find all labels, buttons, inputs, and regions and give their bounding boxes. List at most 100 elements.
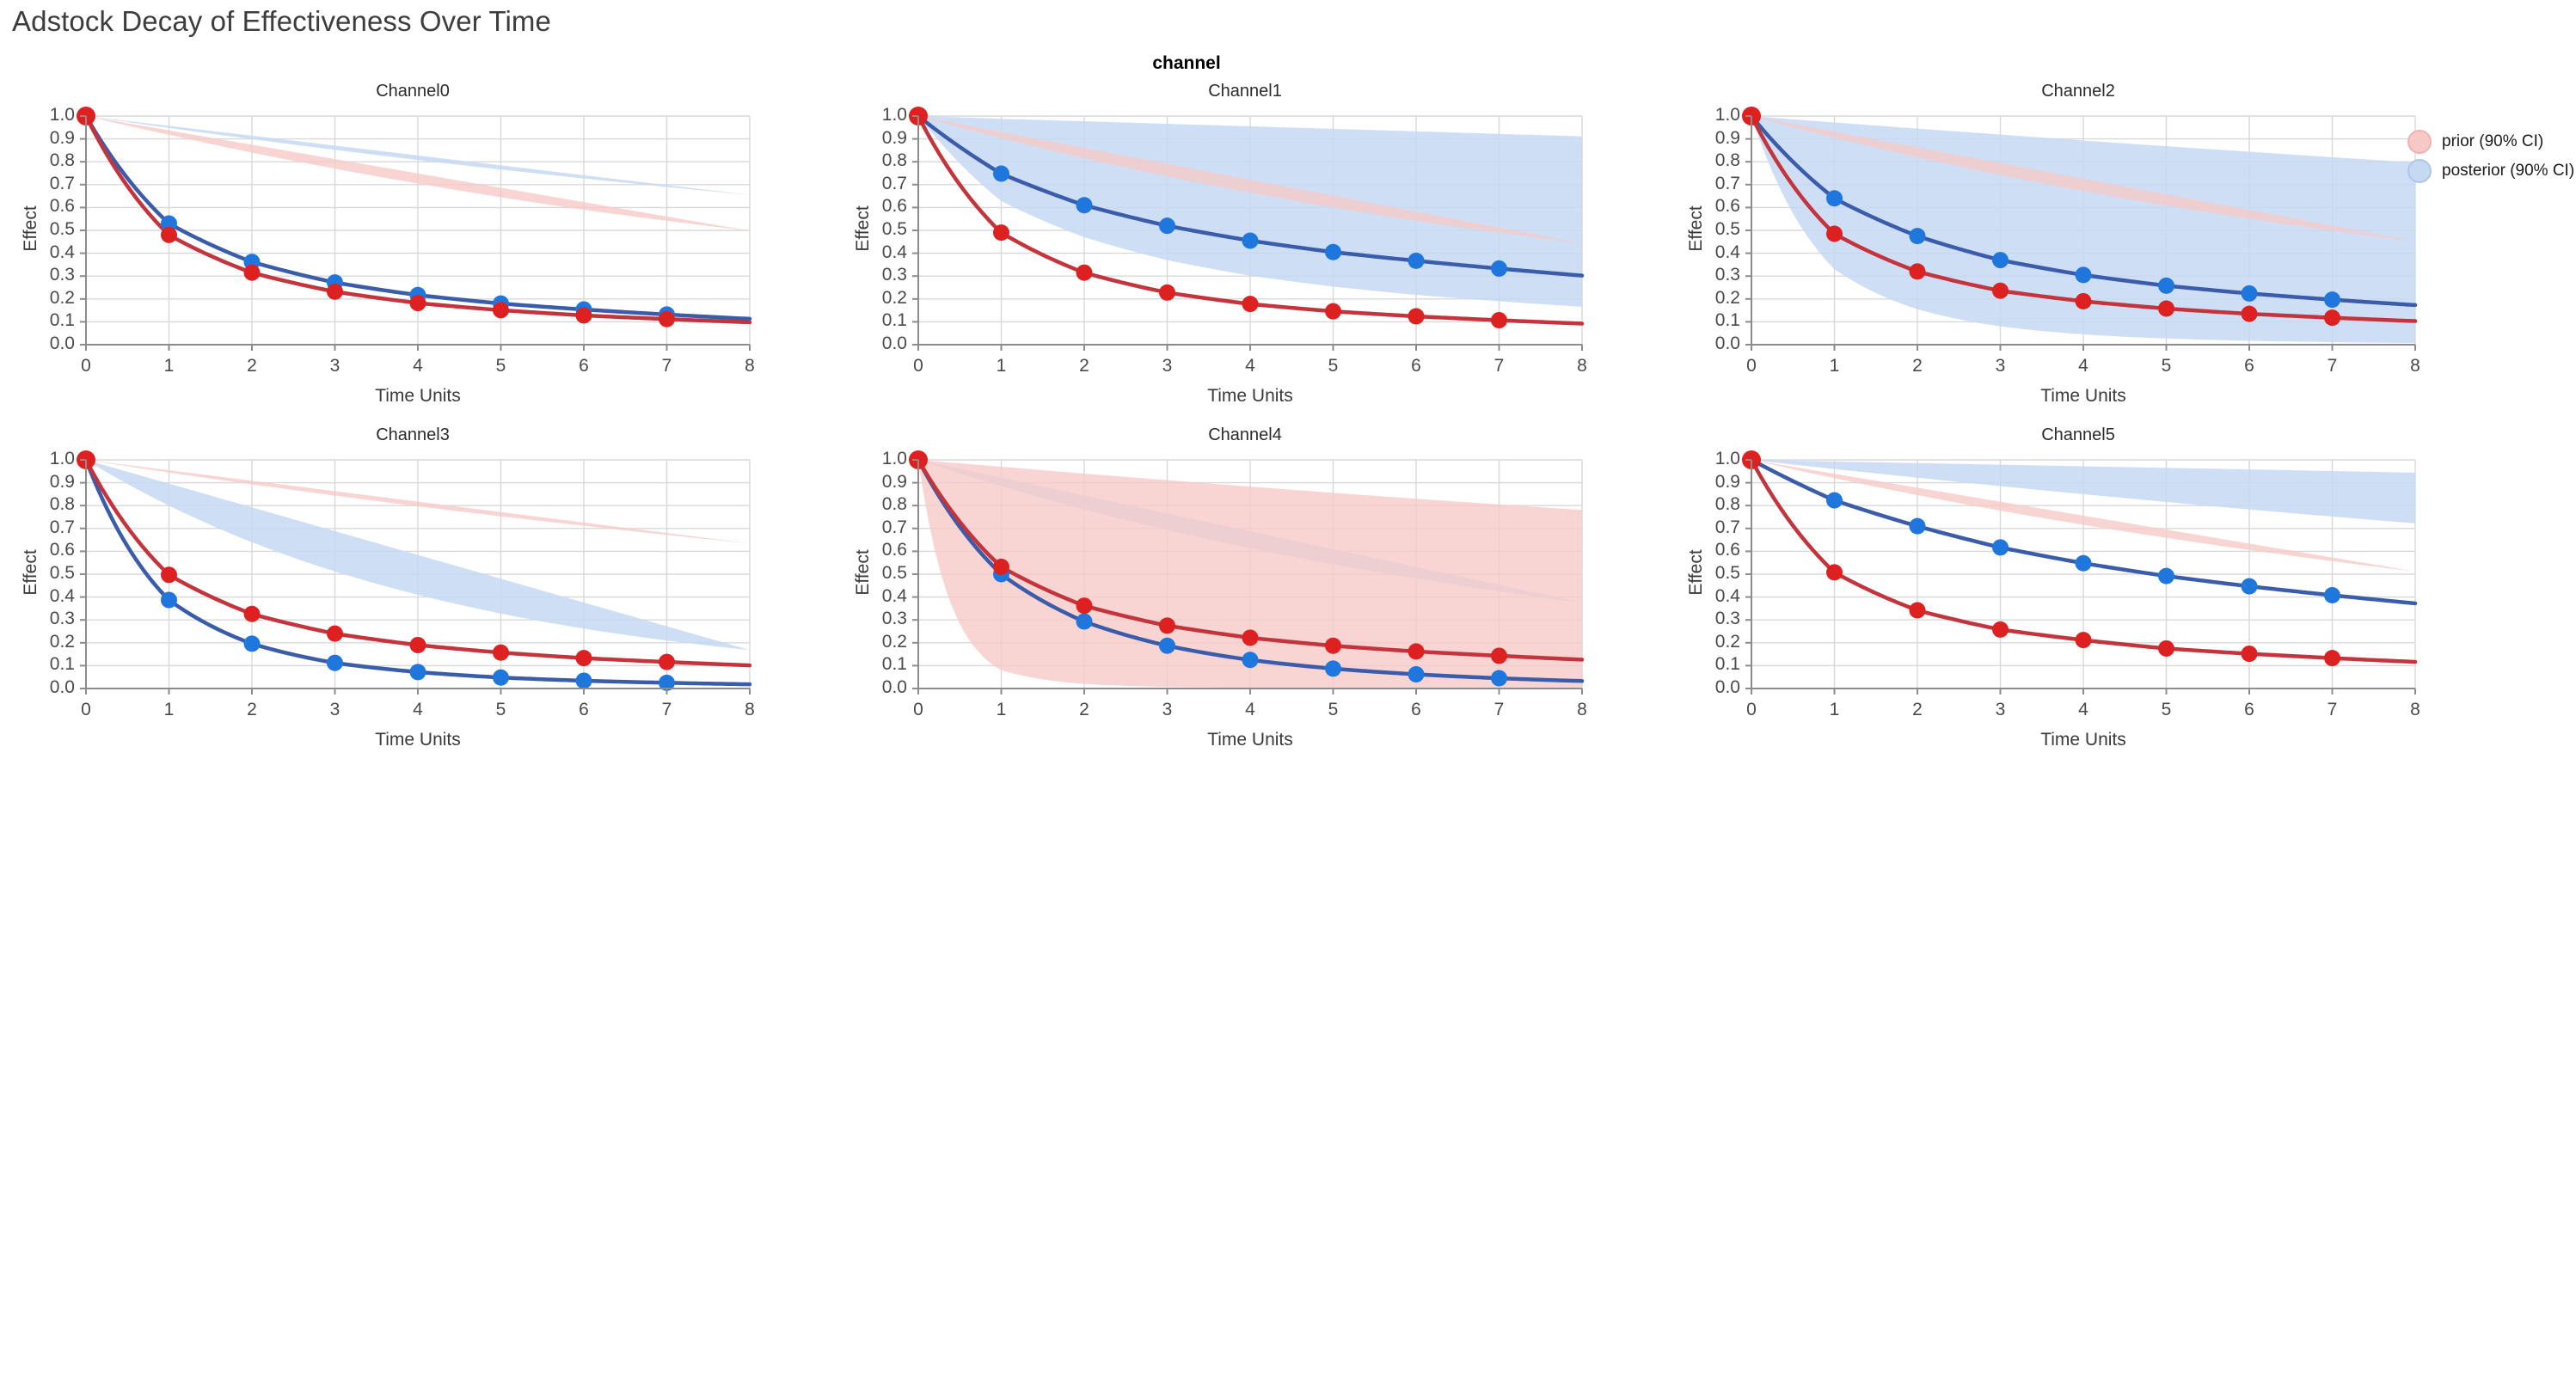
prior-data-point[interactable] bbox=[1992, 282, 2009, 299]
posterior-data-point[interactable] bbox=[1826, 492, 1843, 509]
prior-data-point[interactable] bbox=[1076, 264, 1093, 281]
y-tick-label: 0.7 bbox=[881, 517, 907, 537]
posterior-data-point[interactable] bbox=[2324, 291, 2340, 309]
prior-data-point[interactable] bbox=[993, 224, 1009, 242]
x-tick-label: 1 bbox=[163, 700, 175, 719]
prior-data-point[interactable] bbox=[1408, 308, 1425, 325]
posterior-data-point[interactable] bbox=[409, 664, 426, 681]
y-tick-label: 0.9 bbox=[49, 471, 75, 492]
prior-data-point[interactable] bbox=[493, 644, 509, 661]
posterior-data-point[interactable] bbox=[2075, 266, 2092, 284]
prior-data-point[interactable] bbox=[1325, 637, 1341, 654]
posterior-ci-band bbox=[86, 460, 750, 651]
prior-data-point[interactable] bbox=[409, 295, 426, 312]
prior-data-point[interactable] bbox=[161, 226, 177, 243]
prior-data-point[interactable] bbox=[1159, 617, 1175, 634]
posterior-data-point[interactable] bbox=[1408, 666, 1425, 683]
prior-data-point[interactable] bbox=[2075, 292, 2092, 309]
subplot-channel2: Channel2 0.0 0.1 0.2 0.3 0.4 0.5 0.6 0.7 0.8 0.9 1.… bbox=[1665, 82, 2491, 425]
prior-data-point[interactable] bbox=[2075, 632, 2092, 649]
posterior-data-point[interactable] bbox=[2158, 567, 2174, 584]
posterior-data-point[interactable] bbox=[1491, 670, 1507, 687]
y-tick-label: 0.5 bbox=[49, 563, 75, 583]
posterior-data-point[interactable] bbox=[1909, 517, 1926, 535]
y-tick-label: 0.4 bbox=[1714, 242, 1740, 262]
x-tick-label: 0 bbox=[913, 356, 923, 376]
prior-data-point[interactable] bbox=[327, 625, 343, 642]
prior-data-point[interactable] bbox=[161, 566, 177, 584]
posterior-data-point[interactable] bbox=[1076, 197, 1093, 214]
plot-svg bbox=[77, 107, 752, 351]
prior-data-point[interactable] bbox=[1491, 312, 1507, 329]
prior-data-point[interactable] bbox=[2158, 300, 2174, 317]
prior-data-point[interactable] bbox=[2241, 646, 2258, 663]
x-tick-label: 8 bbox=[745, 356, 755, 376]
prior-data-point[interactable] bbox=[2241, 305, 2258, 322]
prior-data-point[interactable] bbox=[575, 650, 592, 667]
prior-data-point[interactable] bbox=[243, 264, 261, 281]
posterior-data-point[interactable] bbox=[161, 215, 177, 232]
y-tick-label: 0.4 bbox=[881, 585, 907, 606]
prior-data-point[interactable] bbox=[1242, 296, 1259, 313]
prior-data-point[interactable] bbox=[1242, 629, 1259, 646]
legend-item-posterior[interactable]: posterior (90% CI) bbox=[2407, 158, 2574, 184]
x-tick-label: 0 bbox=[81, 700, 91, 719]
posterior-data-point[interactable] bbox=[1491, 260, 1507, 277]
prior-data-point[interactable] bbox=[1909, 263, 1926, 280]
y-axis-label: Effect bbox=[21, 549, 40, 596]
prior-data-point[interactable] bbox=[409, 636, 426, 653]
x-tick-label: 4 bbox=[1245, 700, 1255, 719]
posterior-data-point[interactable] bbox=[1325, 243, 1341, 260]
posterior-data-point[interactable] bbox=[1076, 613, 1093, 630]
prior-data-point[interactable] bbox=[1491, 647, 1507, 664]
prior-data-point[interactable] bbox=[1909, 602, 1926, 619]
prior-data-point[interactable] bbox=[1076, 597, 1093, 615]
posterior-data-point[interactable] bbox=[1159, 637, 1175, 654]
y-tick-label: 0.4 bbox=[49, 585, 75, 606]
prior-data-point[interactable] bbox=[659, 653, 675, 670]
prior-data-point[interactable] bbox=[493, 302, 509, 319]
posterior-data-point[interactable] bbox=[2075, 554, 2092, 572]
posterior-data-point[interactable] bbox=[2241, 578, 2258, 595]
posterior-data-point[interactable] bbox=[2158, 277, 2174, 294]
posterior-data-point[interactable] bbox=[1992, 539, 2009, 556]
posterior-data-point[interactable] bbox=[1408, 252, 1425, 269]
prior-data-point[interactable] bbox=[1826, 564, 1843, 581]
x-tick-label: 3 bbox=[1162, 356, 1173, 376]
prior-data-point[interactable] bbox=[2324, 650, 2340, 667]
posterior-data-point[interactable] bbox=[243, 635, 261, 652]
prior-data-point[interactable] bbox=[2324, 309, 2340, 327]
posterior-data-point[interactable] bbox=[659, 674, 675, 691]
y-tick-label: 0.0 bbox=[1714, 677, 1740, 697]
prior-data-point[interactable] bbox=[1159, 284, 1175, 301]
posterior-data-point[interactable] bbox=[1159, 217, 1175, 235]
x-tick-label: 7 bbox=[2327, 356, 2338, 376]
prior-data-point[interactable] bbox=[1826, 225, 1843, 242]
posterior-data-point[interactable] bbox=[1909, 228, 1926, 245]
posterior-data-point[interactable] bbox=[2241, 285, 2258, 302]
prior-data-point[interactable] bbox=[1325, 303, 1341, 320]
posterior-data-point[interactable] bbox=[1242, 232, 1259, 249]
posterior-data-point[interactable] bbox=[161, 591, 177, 609]
x-tick-label: 8 bbox=[1577, 356, 1587, 376]
posterior-data-point[interactable] bbox=[993, 165, 1009, 182]
prior-data-point[interactable] bbox=[2158, 640, 2174, 657]
posterior-data-point[interactable] bbox=[493, 669, 509, 686]
posterior-data-point[interactable] bbox=[2324, 586, 2340, 603]
y-tick-label: 0.7 bbox=[49, 517, 75, 537]
prior-data-point[interactable] bbox=[993, 558, 1009, 575]
posterior-data-point[interactable] bbox=[1325, 660, 1341, 677]
posterior-data-point[interactable] bbox=[327, 654, 343, 671]
prior-data-point[interactable] bbox=[575, 307, 592, 324]
prior-data-point[interactable] bbox=[1408, 643, 1425, 660]
prior-data-point[interactable] bbox=[1992, 621, 2009, 638]
posterior-data-point[interactable] bbox=[1242, 652, 1259, 669]
prior-data-point[interactable] bbox=[659, 310, 675, 327]
x-axis-label: Time Units bbox=[1207, 730, 1293, 750]
legend-item-prior[interactable]: prior (90% CI) bbox=[2407, 129, 2574, 155]
prior-data-point[interactable] bbox=[243, 605, 261, 622]
posterior-data-point[interactable] bbox=[1826, 190, 1843, 207]
posterior-data-point[interactable] bbox=[1992, 252, 2009, 269]
posterior-data-point[interactable] bbox=[575, 672, 592, 689]
prior-data-point[interactable] bbox=[327, 283, 343, 300]
